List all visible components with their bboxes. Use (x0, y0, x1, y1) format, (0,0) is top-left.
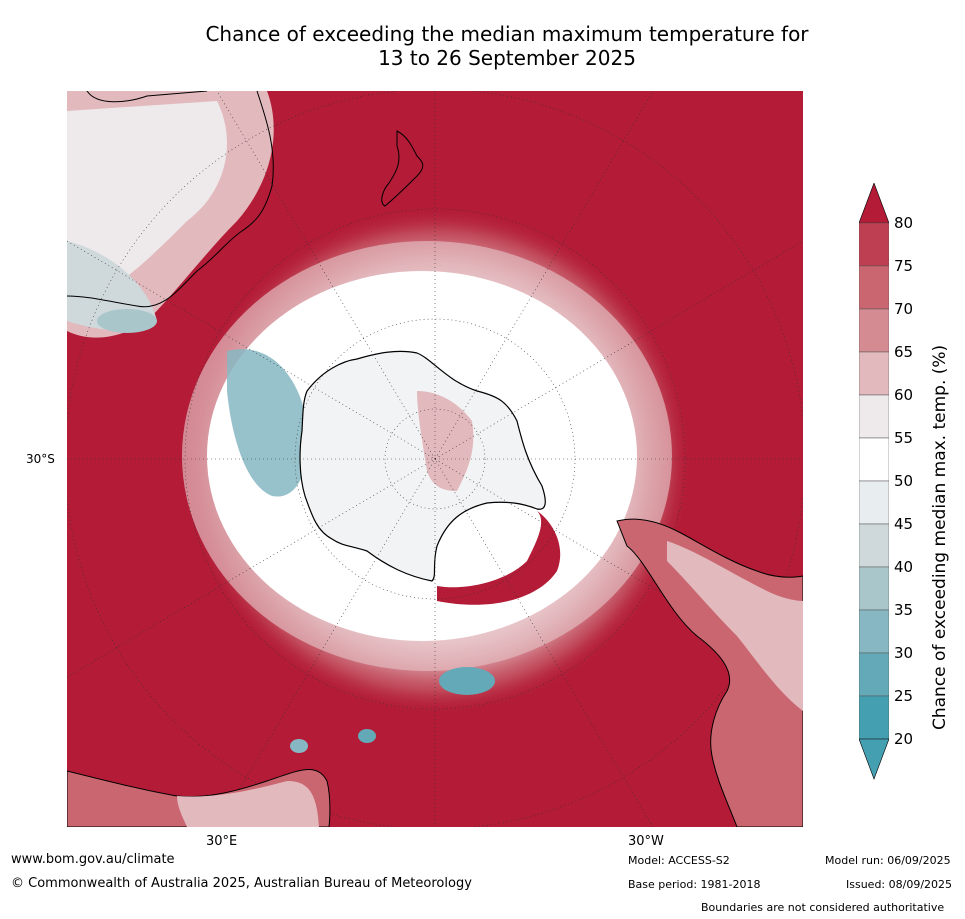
footer-base-period: Base period: 1981-2018 (628, 878, 761, 891)
colorbar-band (859, 351, 889, 396)
colorbar-band (859, 265, 889, 310)
colorbar-tick-label: 75 (894, 257, 914, 275)
blue-patch-small-2 (290, 739, 308, 753)
footer-model: Model: ACCESS-S2 (628, 854, 730, 867)
blue-patch-west (227, 349, 308, 497)
colorbar-extend-bottom (859, 738, 889, 780)
colorbar-tick-label: 45 (894, 515, 914, 533)
colorbar-band (859, 394, 889, 439)
colorbar-tick-label: 60 (894, 386, 914, 404)
title-line-2: 13 to 26 September 2025 (378, 46, 636, 70)
colorbar-band (859, 308, 889, 353)
colorbar-band (859, 609, 889, 654)
colorbar-tick-label: 25 (894, 687, 914, 705)
colorbar-tick-label: 40 (894, 558, 914, 576)
colorbar-tick-label: 70 (894, 300, 914, 318)
blue-patch-small-1 (358, 729, 376, 743)
footer-copyright: © Commonwealth of Australia 2025, Austra… (11, 876, 472, 891)
colorbar-tick-label: 50 (894, 472, 914, 490)
blue-patch-south (439, 667, 495, 695)
colorbar-band (859, 523, 889, 568)
region-top-left-white (67, 101, 227, 301)
colorbar-tick-label: 35 (894, 601, 914, 619)
south-america-pale (667, 541, 803, 711)
australia-coast (67, 91, 274, 308)
colorbar-extend-top (859, 183, 889, 224)
antarctica-land (299, 350, 546, 582)
footer-url[interactable]: www.bom.gov.au/climate (11, 852, 175, 867)
title-line-1: Chance of exceeding the median maximum t… (205, 22, 809, 46)
colorbar-band (859, 437, 889, 482)
footer-issued: Issued: 08/09/2025 (846, 878, 953, 891)
colorbar-tick-label: 20 (894, 730, 914, 748)
footer-disclaimer: Boundaries are not considered authoritat… (701, 901, 945, 914)
colorbar-tick-label: 80 (894, 214, 914, 232)
polar-map (67, 91, 803, 827)
colorbar-band (859, 695, 889, 740)
chart-title: Chance of exceeding the median maximum t… (67, 22, 947, 70)
colorbar-band (859, 480, 889, 525)
colorbar-label: Chance of exceeding median max. temp. (%… (930, 344, 950, 730)
africa-pale (177, 781, 319, 827)
footer-model-run: Model run: 06/09/2025 (825, 854, 951, 867)
colorbar-band (859, 652, 889, 697)
antarctica-warm-wedge (417, 391, 474, 491)
lon-label-30e: 30°E (206, 834, 238, 849)
colorbar (859, 183, 889, 780)
colorbar-tick-label: 30 (894, 644, 914, 662)
colorbar-band (859, 222, 889, 267)
lat-label-30s: 30°S (26, 452, 55, 466)
colorbar-band (859, 566, 889, 611)
new-zealand-coast (381, 130, 424, 207)
region-top-left-blue (67, 241, 157, 331)
colorbar-bands (859, 222, 889, 740)
blue-patch-small-3 (97, 309, 157, 333)
lon-label-30w: 30°W (628, 834, 664, 849)
weddell-warm-arc (437, 511, 561, 605)
map-svg (67, 91, 803, 827)
colorbar-tick-label: 65 (894, 343, 914, 361)
colorbar-tick-label: 55 (894, 429, 914, 447)
